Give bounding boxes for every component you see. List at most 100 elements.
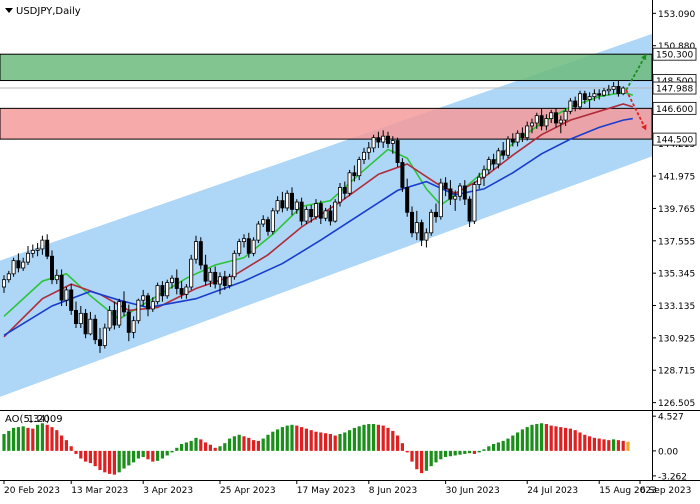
candle-body: [117, 301, 122, 326]
ao-bar: [578, 432, 582, 451]
candle: [409, 206, 414, 238]
ao-bar: [40, 423, 44, 451]
candle-body: [98, 339, 103, 346]
ao-bar: [261, 438, 265, 451]
ao-bar: [295, 425, 299, 451]
candle-body: [563, 110, 568, 121]
candle: [544, 114, 549, 131]
price-label-box: [652, 47, 697, 61]
candle-body: [227, 276, 232, 286]
candle-body: [59, 274, 64, 301]
ao-bar: [453, 450, 457, 456]
candle: [611, 82, 616, 94]
ao-bar: [338, 434, 342, 451]
ao-bar: [506, 438, 510, 451]
candle-body: [179, 288, 184, 295]
ao-bar: [463, 450, 467, 454]
candle-body: [285, 192, 290, 209]
candle-body: [83, 312, 88, 335]
ao-bar: [194, 437, 198, 451]
ao-bar: [328, 434, 332, 451]
ao-bar: [156, 450, 160, 461]
candle: [179, 281, 184, 299]
candle-body: [587, 96, 592, 100]
ao-bar: [290, 424, 294, 451]
candle-body: [366, 147, 371, 153]
candle: [198, 237, 203, 270]
time-tick-label: 8 Jun 2023: [369, 486, 417, 496]
time-tick-label: 17 May 2023: [297, 486, 356, 496]
candle-body: [93, 318, 98, 341]
price-label-text: 150.300: [656, 51, 693, 61]
ao-bar: [520, 429, 524, 451]
ao-bar: [564, 427, 568, 451]
candle: [448, 180, 453, 205]
ao-bar: [117, 450, 121, 473]
ao-bar: [12, 427, 16, 451]
candle: [241, 234, 246, 248]
candle-body: [481, 169, 486, 178]
candle-body: [270, 210, 275, 232]
candle: [30, 244, 35, 258]
candle: [141, 289, 146, 307]
ao-tick-label: 4.527: [658, 413, 684, 423]
ao-bar: [55, 430, 59, 451]
candle-body: [78, 312, 83, 325]
candle: [342, 181, 347, 200]
ao-bar: [74, 450, 78, 454]
candle-body: [486, 159, 491, 171]
candle-body: [40, 239, 45, 250]
candle-body: [54, 274, 59, 281]
ao-bar: [98, 450, 102, 471]
candle: [169, 275, 174, 289]
candle-body: [136, 299, 141, 322]
candle-body: [213, 271, 218, 285]
candle-body: [203, 264, 208, 282]
candle-body: [30, 249, 35, 254]
candle: [563, 108, 568, 126]
price-label-box: [652, 132, 697, 146]
ao-bar: [612, 439, 616, 451]
ao-bar: [573, 430, 577, 451]
candle: [554, 108, 559, 128]
candle: [357, 156, 362, 181]
candle-body: [174, 277, 179, 289]
ao-bar: [160, 450, 164, 459]
candle: [433, 203, 438, 223]
ao-bar: [228, 438, 232, 451]
candle: [616, 80, 621, 97]
candle: [21, 257, 26, 271]
candle-body: [539, 115, 544, 127]
candle: [35, 243, 40, 257]
ao-bar: [348, 430, 352, 451]
candle-body: [453, 195, 458, 200]
dropdown-triangle-icon[interactable]: [5, 8, 13, 13]
candle: [155, 282, 160, 305]
candle-body: [568, 100, 573, 112]
ao-bar: [199, 439, 203, 451]
ao-bar: [208, 444, 212, 451]
ao-bar: [482, 449, 486, 451]
candle-body: [602, 90, 607, 96]
ao-histogram: [2, 423, 630, 475]
price-label: 150.300: [652, 47, 697, 61]
candle-body: [64, 289, 69, 301]
candle: [568, 98, 573, 115]
candle: [530, 118, 535, 134]
candle-body: [606, 88, 611, 92]
candle-body: [122, 301, 127, 313]
ao-bar: [88, 450, 92, 464]
candle: [381, 130, 386, 148]
candle-body: [304, 208, 309, 222]
candle-body: [333, 201, 338, 222]
candle: [112, 301, 117, 330]
price-label-text: 146.600: [656, 105, 693, 115]
candle-body: [165, 282, 170, 297]
candle: [323, 207, 328, 222]
candle-body: [395, 140, 400, 163]
ao-bar: [535, 424, 539, 451]
ao-bar: [175, 447, 179, 451]
ao-bar: [559, 427, 563, 451]
candle: [515, 130, 520, 147]
